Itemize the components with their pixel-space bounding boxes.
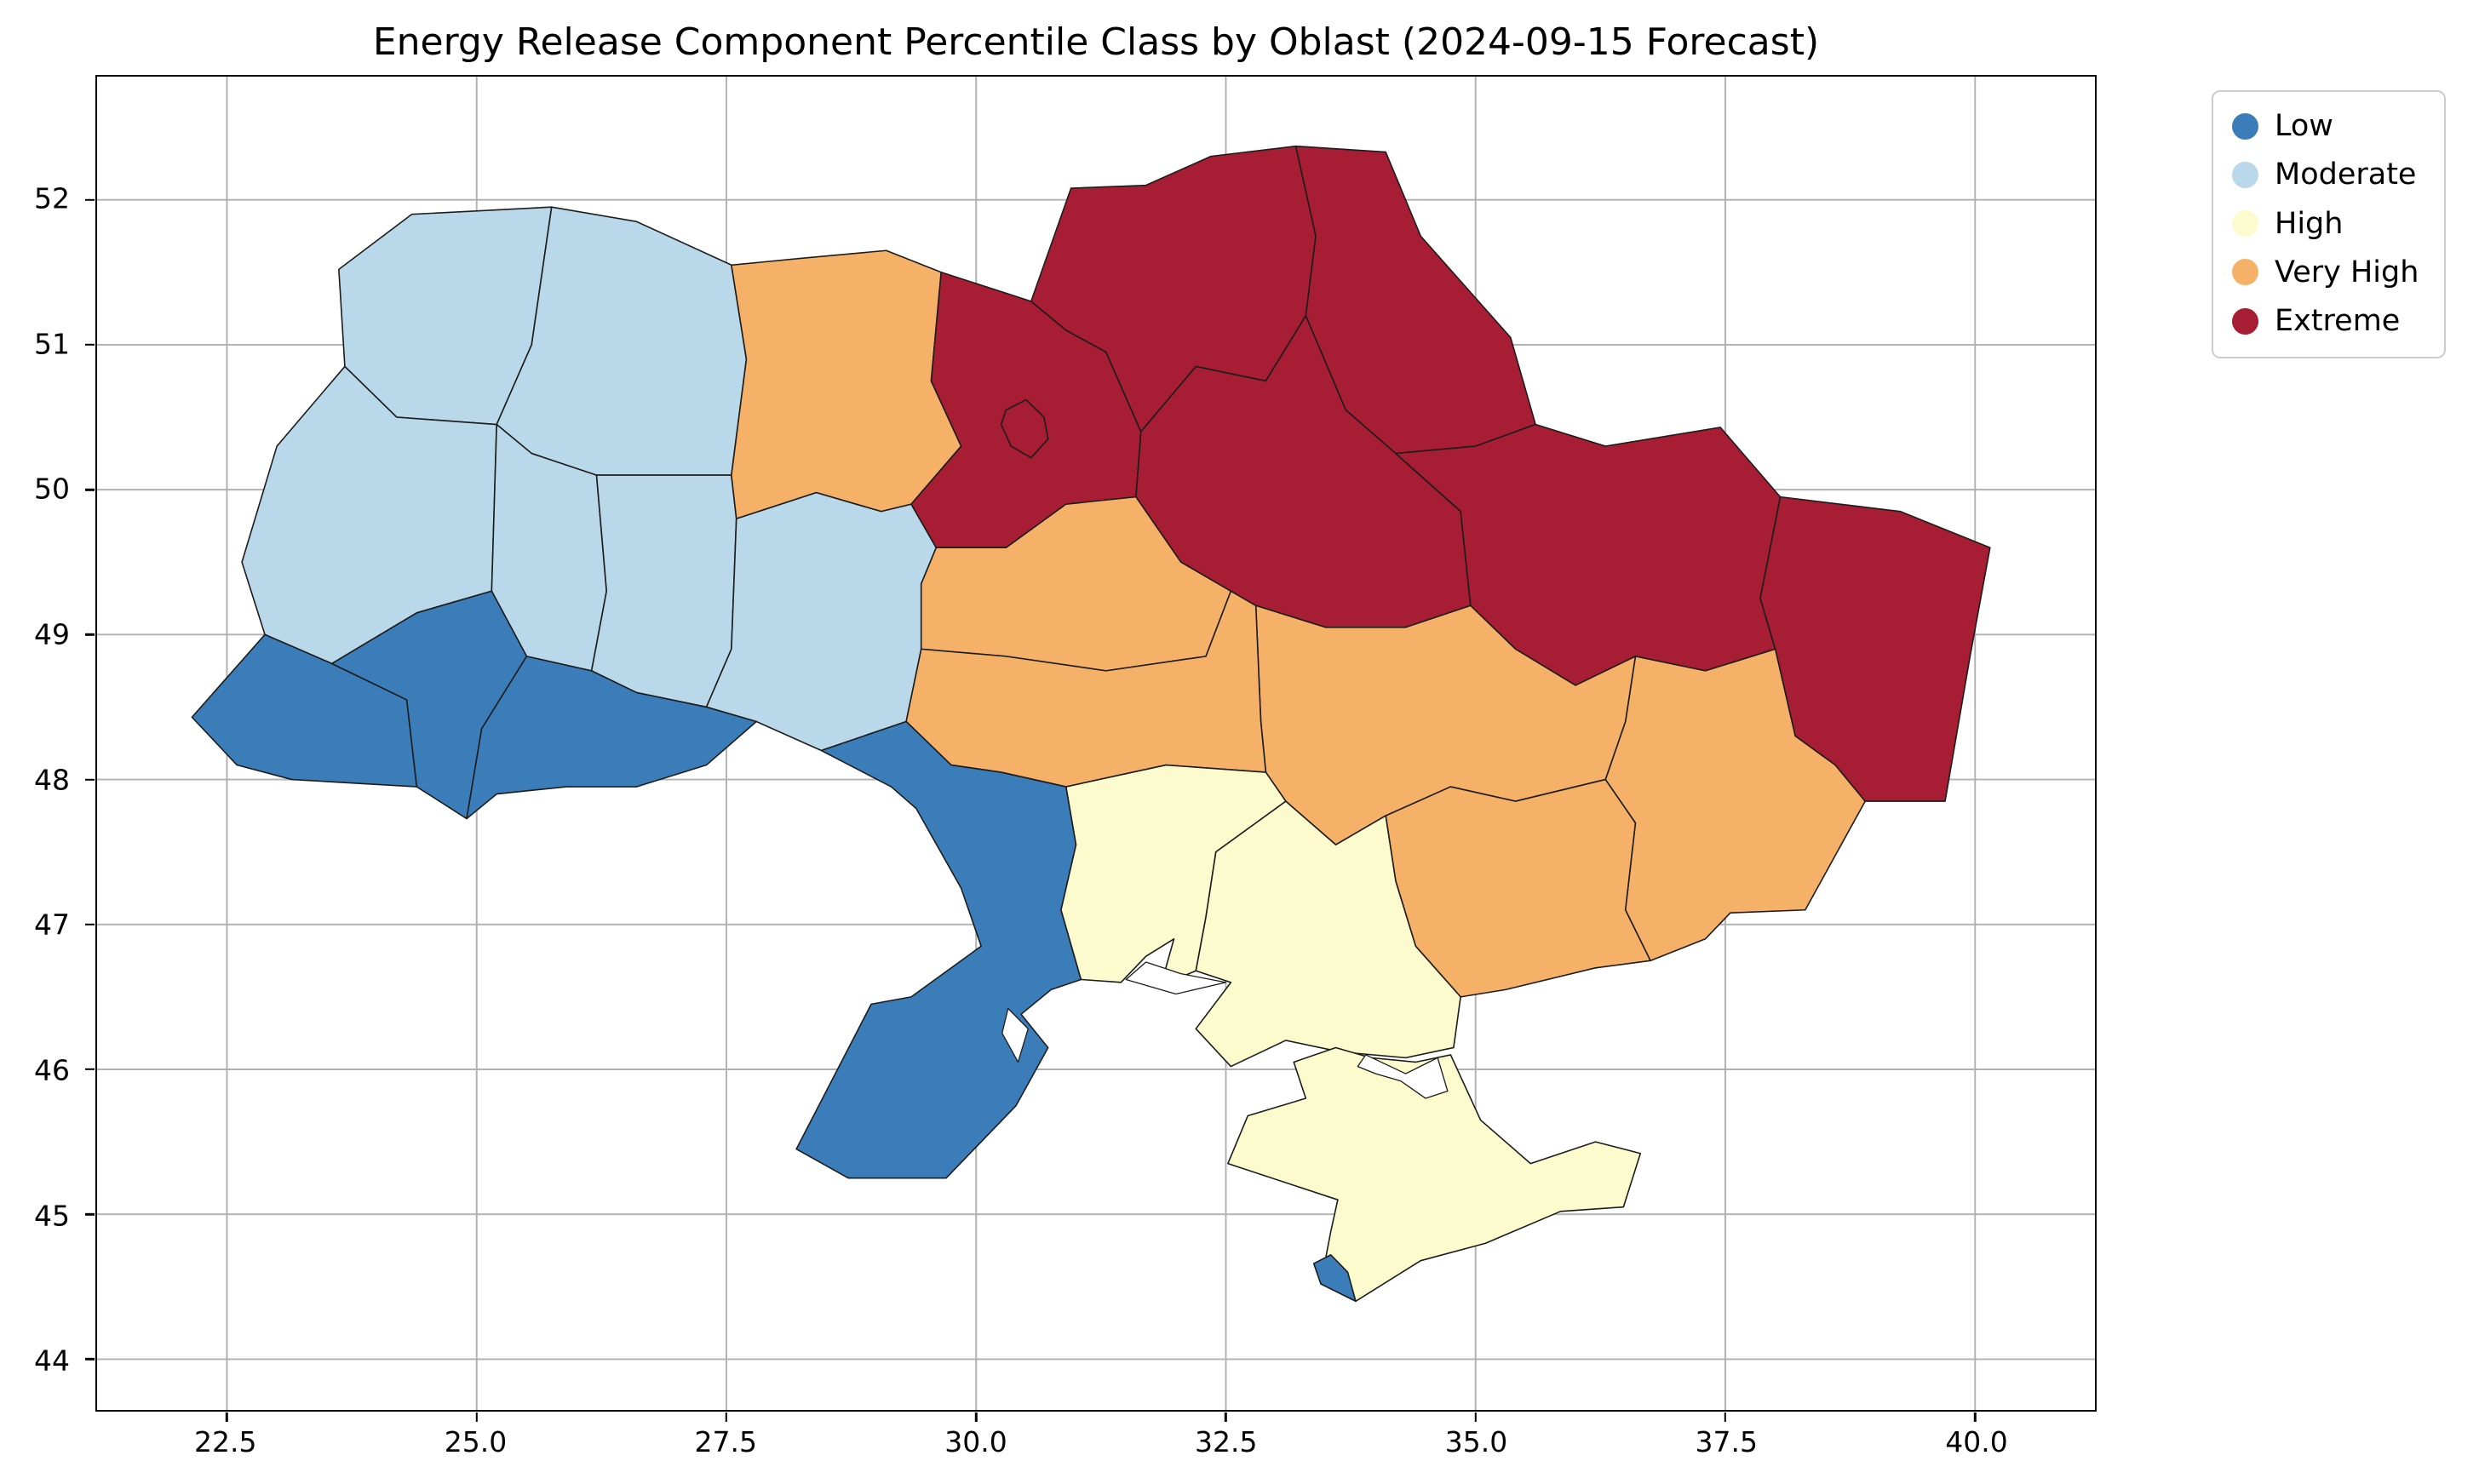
y-tick-mark — [85, 1213, 95, 1216]
oblast-regions — [192, 146, 1989, 1302]
chart-title: Energy Release Component Percentile Clas… — [372, 20, 1820, 64]
legend-entry-high: High — [2232, 207, 2419, 241]
y-tick-label: 49 — [34, 617, 70, 651]
x-tick-label: 32.5 — [1195, 1425, 1258, 1458]
y-tick-mark — [85, 198, 95, 201]
x-tick-mark — [1225, 1412, 1227, 1422]
x-tick-mark — [1474, 1412, 1477, 1422]
legend-marker-icon — [2232, 161, 2258, 188]
x-tick-mark — [1724, 1412, 1727, 1422]
legend-label: High — [2275, 206, 2344, 241]
legend-label: Moderate — [2275, 158, 2417, 192]
y-axis-tick-labels: 52 51 50 49 48 47 46 45 44 — [0, 75, 83, 1412]
x-tick-label: 35.0 — [1444, 1425, 1508, 1458]
y-tick-label: 44 — [34, 1344, 70, 1378]
region-vinnytsia — [707, 493, 937, 751]
water-bodies — [1002, 962, 1448, 1098]
region-odesa — [796, 721, 1081, 1177]
y-tick-label: 45 — [34, 1199, 70, 1233]
legend-marker-icon — [2232, 210, 2258, 238]
legend-marker-icon — [2232, 259, 2258, 286]
y-tick-label: 50 — [34, 472, 70, 506]
x-tick-label: 40.0 — [1945, 1425, 2008, 1458]
x-tick-mark — [1974, 1412, 1977, 1422]
x-tick-label: 30.0 — [944, 1425, 1007, 1458]
region-khmelnytskyi — [592, 475, 737, 707]
y-tick-label: 48 — [34, 763, 70, 797]
x-axis-tick-labels: 22.5 25.0 27.5 30.0 32.5 35.0 37.5 40.0 — [95, 1425, 2097, 1464]
y-tick-mark — [85, 633, 95, 636]
legend-entry-very-high: Very High — [2232, 255, 2419, 289]
plot-area — [85, 75, 2097, 1422]
legend-label: Low — [2275, 109, 2333, 143]
x-tick-mark — [725, 1412, 728, 1422]
x-tick-mark — [975, 1412, 978, 1422]
y-tick-label: 51 — [34, 327, 70, 361]
x-tick-mark — [226, 1412, 228, 1422]
x-tick-mark — [475, 1412, 478, 1422]
x-tick-label: 25.0 — [444, 1425, 508, 1458]
region-zhytomyr — [732, 250, 961, 519]
x-tick-label: 27.5 — [694, 1425, 757, 1458]
region-crimea — [1228, 1047, 1640, 1301]
y-tick-mark — [85, 488, 95, 491]
region-kherson — [1196, 801, 1460, 1066]
x-tick-label: 37.5 — [1695, 1425, 1758, 1458]
legend-marker-icon — [2232, 112, 2258, 140]
y-tick-mark — [85, 343, 95, 347]
water-dnipro-bug-estuary — [1126, 962, 1225, 994]
y-tick-mark — [85, 778, 95, 781]
y-tick-label: 46 — [34, 1053, 70, 1087]
legend-label: Very High — [2275, 255, 2419, 289]
legend-label: Extreme — [2275, 304, 2401, 338]
legend-entry-moderate: Moderate — [2232, 158, 2419, 192]
map-svg — [97, 77, 2095, 1410]
legend-marker-icon — [2232, 307, 2258, 335]
x-tick-label: 22.5 — [194, 1425, 257, 1458]
y-tick-mark — [85, 1068, 95, 1071]
y-tick-label: 47 — [34, 908, 70, 942]
water-syvash — [1357, 1055, 1448, 1098]
water-dniester-liman — [1002, 1008, 1028, 1062]
region-kyiv-city — [1001, 400, 1048, 458]
region-sevastopol — [1314, 1255, 1356, 1301]
y-tick-label: 52 — [34, 181, 70, 215]
legend-entry-low: Low — [2232, 109, 2419, 143]
region-chernivtsi — [467, 656, 756, 819]
y-tick-mark — [85, 923, 95, 925]
legend-entry-extreme: Extreme — [2232, 304, 2419, 338]
y-tick-mark — [85, 1358, 95, 1361]
legend: Low Moderate High Very High Extreme — [2212, 90, 2447, 359]
